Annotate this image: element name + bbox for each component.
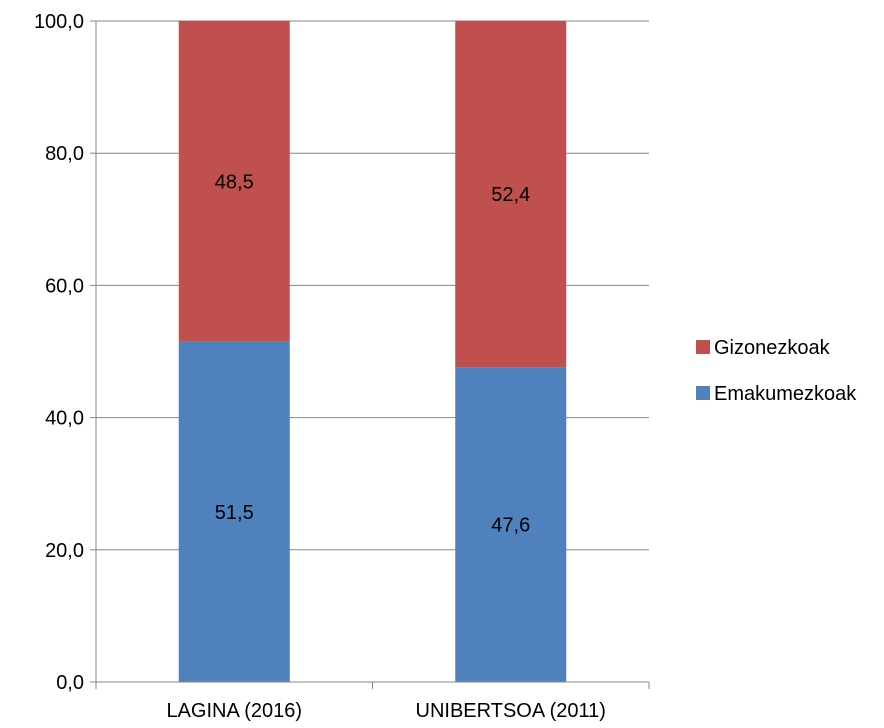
data-label-emakumezkoak: 47,6 <box>491 515 530 537</box>
legend-label-gizonezkoak: Gizonezkoak <box>714 337 831 359</box>
bar-emakumezkoak <box>178 341 290 682</box>
y-tick-label: 0,0 <box>56 672 84 694</box>
bar-gizonezkoak <box>178 21 290 342</box>
legend-swatch-gizonezkoak <box>696 340 710 354</box>
data-label-emakumezkoak: 51,5 <box>215 502 254 524</box>
bar-emakumezkoak <box>455 367 567 682</box>
x-tick-label: UNIBERTSOA (2011) <box>416 700 606 722</box>
bars: 51,5 48,5 47,6 52,4 <box>178 21 567 682</box>
y-tick-label: 80,0 <box>45 143 84 165</box>
data-label-gizonezkoak: 48,5 <box>215 171 254 193</box>
y-tick-label: 20,0 <box>45 540 84 562</box>
y-tick-label: 100,0 <box>34 11 84 33</box>
data-label-gizonezkoak: 52,4 <box>491 184 530 206</box>
legend-swatch-emakumezkoak <box>696 386 710 400</box>
legend: Gizonezkoak Emakumezkoak <box>696 337 857 405</box>
y-tick-label: 40,0 <box>45 408 84 430</box>
bar-gizonezkoak <box>455 21 567 368</box>
legend-label-emakumezkoak: Emakumezkoak <box>714 383 857 405</box>
x-tick-label: LAGINA (2016) <box>166 700 302 722</box>
axes: 0,0 20,0 40,0 60,0 80,0 100,0 LAGINA (2016) UNI… <box>34 11 650 722</box>
y-tick-label: 60,0 <box>45 275 84 297</box>
